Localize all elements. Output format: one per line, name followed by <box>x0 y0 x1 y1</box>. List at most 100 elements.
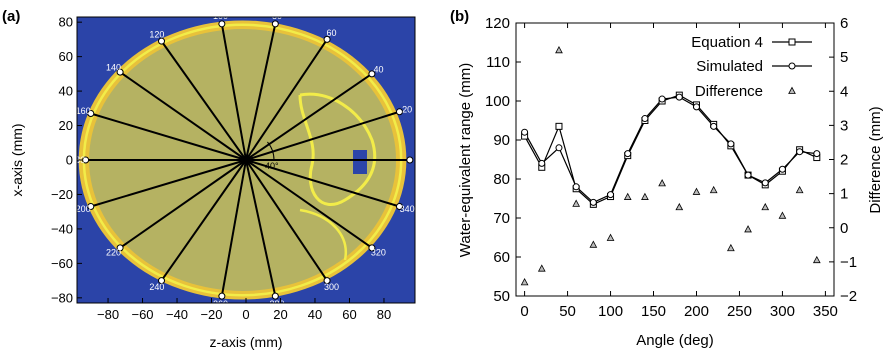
ray-endpoint <box>158 277 165 285</box>
ray-line <box>220 23 247 161</box>
ray-label: 140 <box>106 63 121 73</box>
ray-label: 320 <box>371 247 386 257</box>
marker-square <box>555 122 563 130</box>
x-tick-label: −40 <box>166 307 188 322</box>
marker-triangle <box>606 233 615 241</box>
legend-triangle-marker <box>788 86 796 94</box>
ray-line <box>245 159 277 297</box>
marker-circle <box>607 191 615 199</box>
y-tick-label: 90 <box>493 132 510 149</box>
series-markers <box>520 45 821 286</box>
x-tick-label: 40 <box>308 307 322 322</box>
ray-endpoint <box>218 20 226 28</box>
y-tick-label: 20 <box>59 118 73 133</box>
y2-tick-label: 5 <box>840 49 848 66</box>
y-tick-label: 80 <box>493 171 510 188</box>
panel-b-label: (b) <box>450 8 469 25</box>
x-tick-label: 0 <box>242 307 249 322</box>
y-tick-label: 110 <box>486 54 510 71</box>
tissue-contour-lower <box>299 208 348 261</box>
marker-triangle <box>520 278 529 286</box>
ray-line <box>245 159 373 249</box>
ray-line <box>245 159 400 208</box>
marker-triangle <box>555 45 563 54</box>
ray-endpoint <box>271 20 279 28</box>
x-tick-label: −20 <box>200 307 222 322</box>
x-tick-label: 100 <box>598 303 623 320</box>
y-tick-label: −60 <box>51 256 73 271</box>
marker-circle <box>692 103 700 111</box>
panel-a-ylabel: x-axis (mm) <box>9 123 25 196</box>
ray-label: 0 <box>415 155 420 165</box>
y2-tick-label: 6 <box>840 15 848 32</box>
tissue-contour <box>298 92 377 207</box>
marker-triangle <box>726 243 735 252</box>
marker-circle <box>538 159 546 167</box>
x-tick-label: −60 <box>131 307 153 322</box>
ray-label: 100 <box>213 11 228 21</box>
x-tick-label: 50 <box>559 303 576 320</box>
ray-endpoint <box>116 68 124 76</box>
y2-tick-label: 4 <box>840 83 848 100</box>
x-tick-label: 150 <box>641 303 666 320</box>
ray-label: 60 <box>327 28 337 38</box>
ray-endpoint <box>87 203 95 211</box>
legend-label: Difference <box>695 83 763 100</box>
marker-triangle <box>537 264 546 272</box>
marker-triangle <box>778 211 787 219</box>
marker-triangle <box>589 240 598 248</box>
y-tick-label: 120 <box>485 15 510 32</box>
ray-label: 240 <box>149 282 164 292</box>
panel-a-xlabel: z-axis (mm) <box>209 334 282 350</box>
angle-annotation: 40° <box>265 161 279 171</box>
ray-label: 40 <box>373 64 383 74</box>
panel-b-y2label: Difference (mm) <box>867 106 884 213</box>
ray-line <box>90 112 247 161</box>
y2-tick-label: 0 <box>840 220 848 237</box>
ray-label: 220 <box>106 247 121 257</box>
y-tick-label: 70 <box>493 210 510 227</box>
ray-label: 300 <box>324 282 339 292</box>
marker-circle <box>572 183 580 191</box>
ray-endpoint <box>116 244 124 252</box>
panel-a-label: (a) <box>2 8 20 25</box>
series-lines <box>524 94 818 206</box>
ray-line <box>245 159 328 282</box>
ray-endpoint <box>368 244 376 252</box>
y2-tick-label: −2 <box>840 288 857 305</box>
ray-endpoint <box>87 109 95 117</box>
marker-triangle <box>812 255 821 264</box>
y-tick-label: 0 <box>66 153 73 168</box>
marker-circle <box>555 144 563 152</box>
marker-triangle <box>572 199 581 207</box>
y-tick-label: 40 <box>59 84 73 99</box>
ray-line <box>220 159 247 297</box>
ray-endpoint <box>323 277 331 285</box>
y-tick-label: 100 <box>485 93 510 110</box>
ray-label: 80 <box>272 11 282 21</box>
ray-endpoint <box>368 70 376 78</box>
ray-endpoint <box>82 156 90 164</box>
ray-line <box>119 71 247 161</box>
ray-line <box>160 159 247 282</box>
marker-circle <box>658 95 666 103</box>
y-tick-label: 60 <box>493 249 510 266</box>
x-tick-label: 300 <box>770 303 795 320</box>
x-tick-label: 60 <box>342 307 356 322</box>
ray-label: 120 <box>149 30 164 40</box>
ray-endpoint <box>323 35 331 43</box>
marker-circle <box>796 148 804 156</box>
marker-circle <box>641 115 649 123</box>
ray-label: 200 <box>76 204 91 214</box>
series-line-square <box>524 94 818 206</box>
y-tick-label: 80 <box>59 15 73 30</box>
x-tick-label: 80 <box>377 307 391 322</box>
image-notch <box>353 150 367 174</box>
marker-circle <box>521 128 529 136</box>
marker-circle <box>589 198 597 206</box>
marker-triangle <box>761 202 770 211</box>
ray-label: 340 <box>400 204 415 214</box>
y2-tick-label: −1 <box>840 254 857 271</box>
marker-circle <box>727 140 735 148</box>
panel-b-xlabel: Angle (deg) <box>636 332 714 349</box>
